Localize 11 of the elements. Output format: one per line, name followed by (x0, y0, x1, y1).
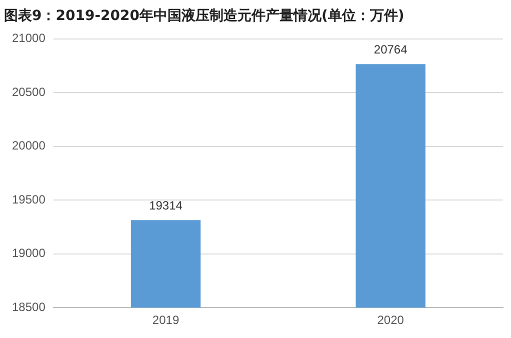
y-tick-label: 21000 (12, 31, 46, 46)
y-tick-label: 20500 (12, 84, 46, 99)
chart-title: 图表9：2019-2020年中国液压制造元件产量情况(单位：万件) (4, 7, 404, 24)
y-tick-label: 19000 (12, 246, 46, 260)
data-label: 20764 (374, 42, 408, 56)
x-tick-label: 2020 (377, 313, 404, 328)
x-tick-label: 2019 (152, 313, 180, 328)
y-tick-label: 18500 (12, 300, 46, 314)
y-tick-label: 20000 (12, 138, 46, 153)
data-label: 19314 (149, 198, 183, 212)
y-tick-label: 19500 (12, 192, 46, 206)
